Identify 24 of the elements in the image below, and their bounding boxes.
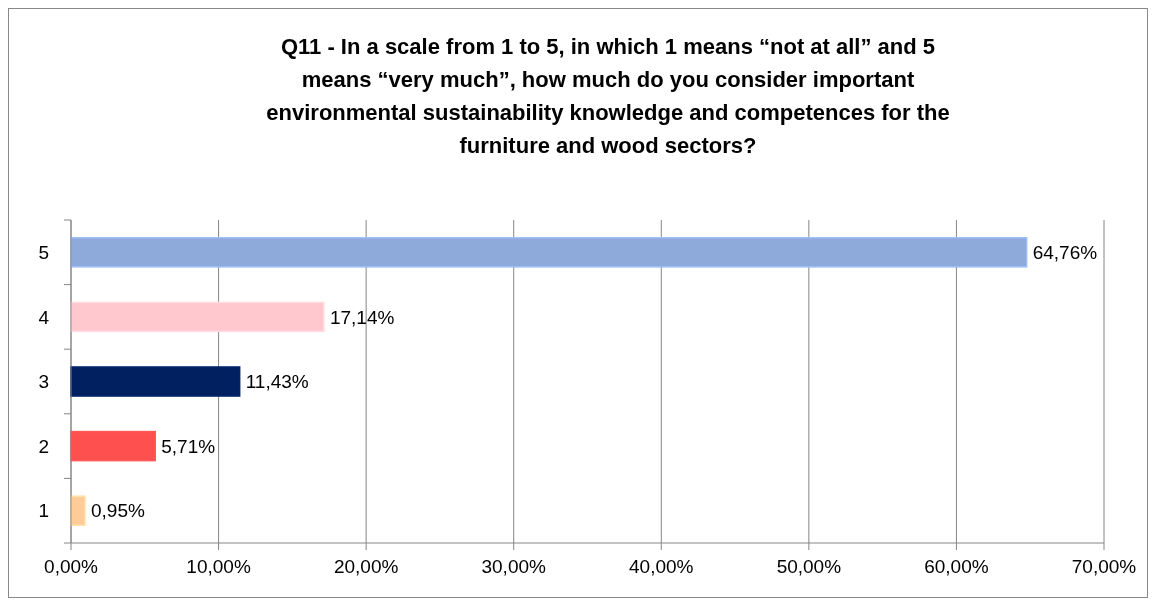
y-tick-label: 5	[38, 241, 49, 263]
data-label: 11,43%	[245, 371, 309, 393]
x-tick-label: 0,00%	[44, 556, 99, 577]
y-tick-label: 4	[38, 306, 50, 328]
x-tick-label: 20,00%	[333, 556, 399, 577]
x-tick-label: 40,00%	[629, 556, 694, 577]
chart-title: Q11 - In a scale from 1 to 5, in which 1 means “not at all” and 5 means “very much”, how much do you consider important environmental sustainability knowledge and competences for the furniture and wood sectors?	[266, 34, 950, 158]
bar	[70, 237, 1028, 268]
y-tick-label: 2	[38, 435, 49, 457]
bar	[70, 366, 241, 397]
x-tick-label: 70,00%	[1071, 556, 1137, 577]
bar	[70, 301, 325, 333]
x-tick-label: 10,00%	[186, 556, 251, 577]
x-tick-label: 60,00%	[924, 556, 989, 577]
bar	[70, 430, 157, 462]
data-label: 64,76%	[1032, 241, 1098, 263]
bar	[70, 495, 86, 526]
x-tick-label: 30,00%	[481, 556, 547, 577]
data-label: 17,14%	[329, 306, 395, 328]
data-label: 5,71%	[161, 435, 216, 457]
data-label: 0,95%	[91, 500, 145, 522]
y-tick-label: 3	[38, 371, 49, 393]
y-tick-label: 1	[38, 500, 49, 522]
x-tick-label: 50,00%	[776, 556, 842, 577]
